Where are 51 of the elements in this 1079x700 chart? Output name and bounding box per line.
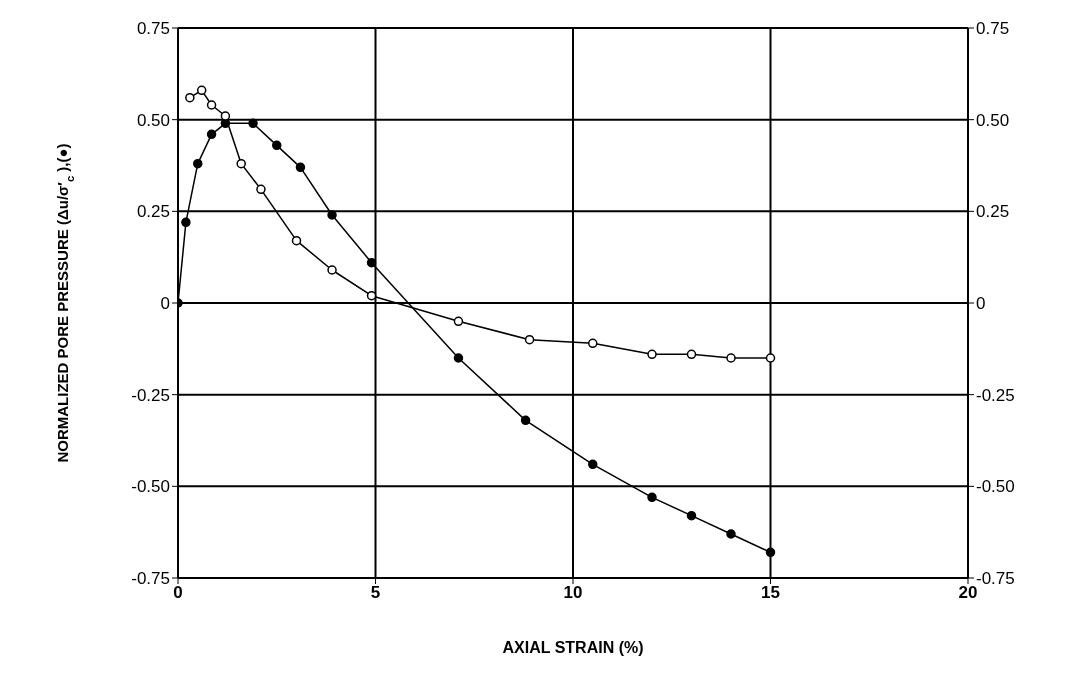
point: [686, 349, 697, 360]
point: [647, 349, 657, 360]
y-tick-label: 0.50: [136, 110, 170, 130]
y2-tick-label: -0.25: [976, 385, 1015, 405]
y-tick-label: 0.75: [136, 19, 170, 39]
y2-tick-label: -0.50: [976, 477, 1015, 497]
y2-tick-label: 0.75: [976, 19, 1010, 39]
point: [220, 111, 231, 121]
y-tick-label: -0.75: [131, 569, 170, 589]
y2-tick-label: -0.75: [976, 569, 1015, 589]
y-tick-label: -0.50: [131, 477, 170, 497]
y-tick-label: -0.25: [131, 385, 170, 405]
point: [236, 158, 246, 169]
point: [327, 210, 337, 220]
point: [327, 265, 337, 275]
point: [185, 92, 195, 103]
point: [647, 492, 657, 503]
y-tick-label: 0: [160, 294, 170, 314]
point: [765, 353, 776, 363]
x-tick-label: 5: [370, 583, 381, 603]
y2-tick-label: 0: [976, 294, 986, 314]
point: [453, 353, 464, 363]
point: [291, 235, 302, 246]
point: [248, 118, 258, 129]
x-tick-label: 10: [563, 583, 583, 603]
point: [524, 334, 535, 345]
point: [453, 316, 464, 327]
point: [588, 459, 598, 470]
point: [726, 353, 736, 363]
point: [272, 140, 282, 151]
point: [726, 529, 736, 539]
x-tick-label: 20: [958, 583, 978, 603]
point: [765, 547, 776, 558]
y2-tick-label: 0.50: [976, 110, 1010, 130]
point: [366, 290, 377, 301]
y2-tick-label: 0.25: [976, 202, 1010, 222]
x-tick-label: 15: [761, 583, 780, 603]
point: [206, 129, 217, 140]
point: [588, 338, 598, 349]
y-tick-label: 0.25: [136, 202, 170, 222]
point: [181, 217, 191, 228]
point: [196, 85, 207, 96]
point: [206, 100, 217, 110]
x-tick-label: 0: [173, 583, 183, 603]
point: [193, 158, 203, 169]
point: [256, 184, 266, 195]
point: [366, 257, 377, 268]
x-axis-title: AXIAL STRAIN (%): [502, 639, 644, 656]
point: [295, 162, 306, 173]
point: [520, 415, 531, 426]
point: [686, 510, 697, 521]
